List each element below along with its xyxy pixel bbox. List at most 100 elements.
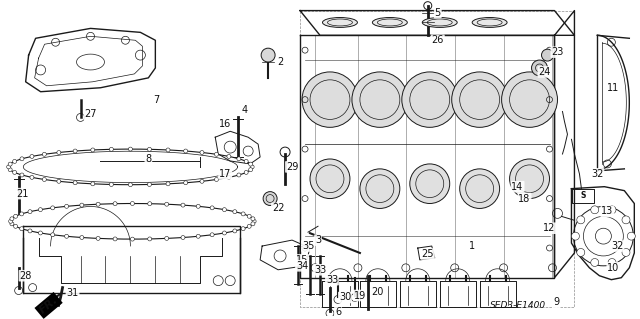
Circle shape (352, 72, 408, 127)
Circle shape (38, 231, 42, 235)
Circle shape (10, 217, 14, 221)
Text: 28: 28 (19, 271, 32, 281)
Circle shape (223, 231, 227, 235)
Circle shape (164, 236, 169, 241)
Circle shape (13, 214, 17, 218)
Circle shape (109, 147, 113, 151)
Text: 1: 1 (468, 241, 475, 251)
Circle shape (30, 175, 34, 179)
Circle shape (241, 212, 245, 216)
Text: 12: 12 (543, 223, 556, 233)
Text: 25: 25 (422, 249, 434, 259)
Circle shape (129, 147, 132, 151)
Text: 3: 3 (315, 235, 321, 245)
Circle shape (310, 159, 350, 198)
Circle shape (452, 72, 508, 127)
Circle shape (181, 203, 185, 207)
Circle shape (249, 162, 253, 166)
Circle shape (577, 249, 585, 256)
Circle shape (214, 177, 218, 182)
Circle shape (8, 162, 12, 166)
Circle shape (410, 164, 450, 204)
Circle shape (42, 152, 46, 156)
Circle shape (113, 202, 117, 206)
Circle shape (200, 179, 204, 183)
Circle shape (196, 204, 200, 208)
Text: 5: 5 (435, 8, 441, 18)
Circle shape (249, 168, 253, 172)
Circle shape (164, 202, 169, 206)
Text: 6: 6 (335, 307, 341, 317)
Circle shape (252, 219, 256, 223)
Text: 35: 35 (302, 241, 314, 251)
Circle shape (38, 208, 42, 211)
Circle shape (360, 169, 400, 208)
Circle shape (622, 216, 630, 224)
Circle shape (109, 182, 113, 187)
Circle shape (223, 208, 227, 211)
Circle shape (6, 165, 11, 169)
Circle shape (20, 157, 24, 161)
Circle shape (627, 232, 636, 240)
Circle shape (91, 182, 95, 186)
Circle shape (302, 72, 358, 127)
Circle shape (73, 149, 77, 153)
Ellipse shape (372, 18, 407, 27)
Text: 9: 9 (554, 297, 559, 308)
Circle shape (622, 249, 630, 256)
Circle shape (460, 169, 500, 208)
Circle shape (244, 170, 248, 174)
Circle shape (80, 235, 84, 240)
Text: 2: 2 (277, 57, 284, 67)
Circle shape (237, 157, 241, 161)
Circle shape (80, 203, 84, 207)
Text: 13: 13 (601, 206, 614, 216)
Text: 21: 21 (17, 189, 29, 199)
Circle shape (532, 60, 547, 76)
Circle shape (247, 214, 252, 218)
Circle shape (113, 237, 117, 241)
Circle shape (148, 237, 152, 241)
Text: 32: 32 (591, 169, 604, 179)
Text: 32: 32 (611, 241, 623, 251)
Text: 16: 16 (219, 119, 231, 130)
Circle shape (20, 173, 24, 177)
Circle shape (148, 202, 152, 206)
Circle shape (244, 160, 248, 163)
Circle shape (214, 152, 218, 156)
Circle shape (13, 170, 17, 174)
Circle shape (541, 49, 554, 61)
Circle shape (608, 206, 616, 214)
Circle shape (251, 217, 255, 221)
Text: 29: 29 (286, 162, 298, 172)
Circle shape (13, 160, 17, 163)
Circle shape (263, 192, 277, 205)
Text: 23: 23 (551, 47, 564, 57)
Circle shape (181, 235, 185, 240)
Circle shape (210, 206, 214, 210)
Text: 31: 31 (67, 287, 79, 298)
Text: 22: 22 (272, 204, 284, 213)
Text: FR.: FR. (37, 295, 60, 316)
Circle shape (96, 236, 100, 241)
Circle shape (227, 154, 231, 159)
Circle shape (51, 206, 54, 210)
Circle shape (591, 206, 599, 214)
Circle shape (51, 233, 54, 237)
Circle shape (91, 148, 95, 152)
Circle shape (608, 258, 616, 266)
Circle shape (502, 72, 557, 127)
Circle shape (196, 234, 200, 238)
Text: SED3-E1400: SED3-E1400 (490, 301, 546, 310)
Ellipse shape (422, 18, 457, 27)
Circle shape (210, 233, 214, 237)
Circle shape (147, 147, 152, 151)
Circle shape (8, 168, 12, 172)
Text: 14: 14 (511, 182, 524, 192)
Circle shape (28, 210, 32, 214)
Text: 4: 4 (241, 105, 247, 115)
Circle shape (233, 229, 237, 233)
Circle shape (57, 151, 61, 154)
Circle shape (20, 227, 24, 231)
Text: 11: 11 (607, 83, 620, 93)
